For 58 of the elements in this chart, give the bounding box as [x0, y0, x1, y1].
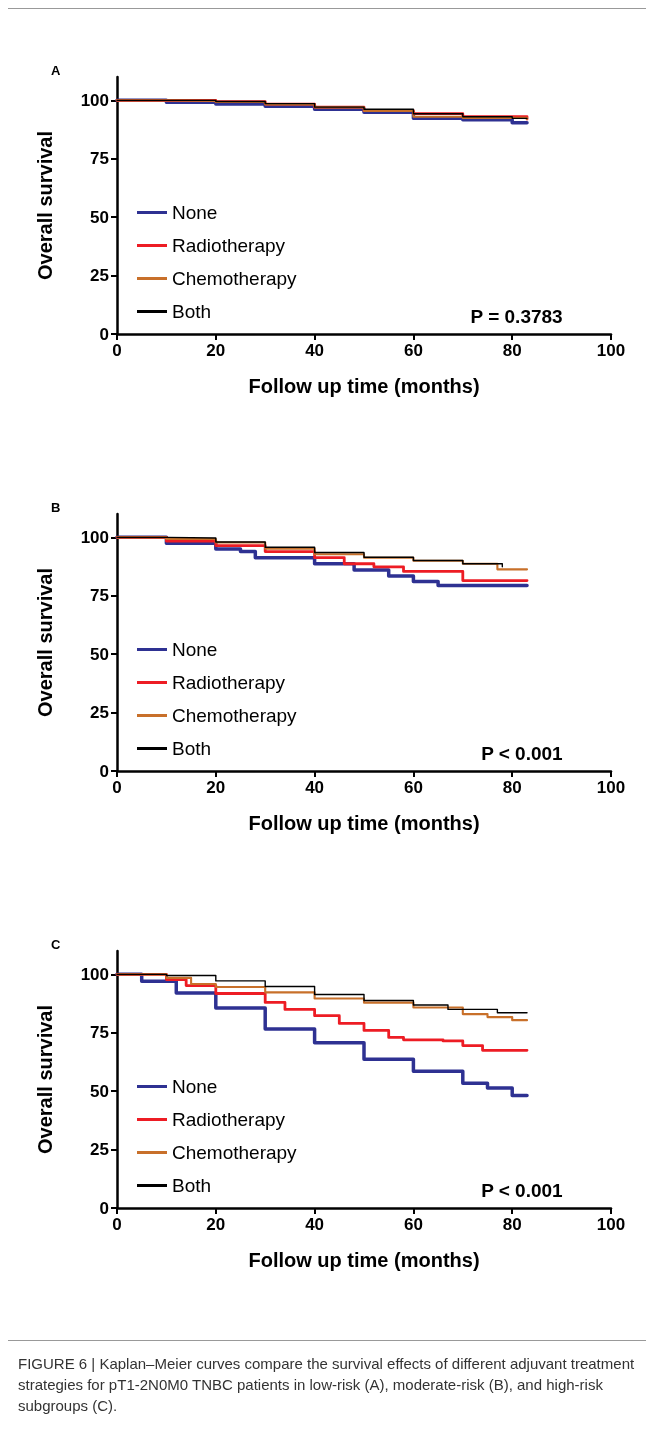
x-tick-label: 80: [502, 341, 522, 360]
chart-title: B: [51, 500, 61, 515]
legend-label: Radiotherapy: [172, 672, 286, 693]
x-tick-label: 100: [596, 341, 626, 360]
annotation: P = 0.3783: [470, 306, 563, 327]
x-tick-label: 20: [206, 1215, 226, 1234]
x-tick-label: 0: [112, 1215, 122, 1234]
x-tick-label: 20: [206, 341, 226, 360]
annotation: P < 0.001: [481, 1180, 564, 1201]
y-tick-label: 0: [99, 324, 109, 344]
x-tick-label: 0: [112, 778, 122, 797]
annotation: P < 0.001: [481, 743, 564, 764]
y-tick-label: 25: [90, 1140, 109, 1160]
chart-title: C: [51, 937, 61, 952]
legend-label: None: [172, 202, 218, 223]
legend-label: Chemotherapy: [172, 1142, 298, 1163]
x-tick-label: 0: [112, 341, 122, 360]
x-tick-label: 40: [305, 1215, 325, 1234]
legend-label: None: [172, 1076, 218, 1097]
x-tick-label: 100: [596, 778, 626, 797]
x-tick-label: 80: [502, 1215, 522, 1234]
x-tick-label: 20: [206, 778, 226, 797]
x-tick-label: 40: [305, 341, 325, 360]
y-tick-label: 25: [90, 703, 109, 723]
legend-label: Both: [172, 1175, 212, 1196]
x-axis-title: Follow up time (months): [248, 375, 480, 397]
y-tick-label: 0: [99, 761, 109, 781]
caption: FIGURE 6 | Kaplan–Meier curves compare the survival effects of different adjuvant treatment strategies for pT1-2N0M0 TNBC patients in low-risk (A), moderate-risk (B), and high-risk subgroups (C).: [8, 1340, 646, 1428]
y-tick-label: 100: [80, 964, 109, 984]
x-tick-label: 100: [596, 1215, 626, 1234]
legend-label: Radiotherapy: [172, 235, 286, 256]
y-tick-label: 75: [90, 149, 109, 169]
y-tick-label: 50: [90, 644, 109, 664]
y-tick-label: 25: [90, 266, 109, 286]
y-tick-label: 75: [90, 586, 109, 606]
legend-label: None: [172, 639, 218, 660]
x-tick-label: 60: [403, 1215, 423, 1234]
y-tick-label: 0: [99, 1198, 109, 1218]
x-tick-label: 80: [502, 778, 522, 797]
y-tick-label: 100: [80, 90, 109, 110]
legend-label: Chemotherapy: [172, 268, 298, 289]
x-tick-label: 60: [403, 778, 423, 797]
x-axis-title: Follow up time (months): [248, 812, 480, 834]
y-axis-title: Overall survival: [34, 1005, 56, 1154]
legend-label: Radiotherapy: [172, 1109, 286, 1130]
y-axis-title: Overall survival: [34, 131, 56, 280]
x-tick-label: 60: [403, 341, 423, 360]
y-tick-label: 75: [90, 1023, 109, 1043]
chart-title: A: [51, 63, 61, 78]
x-axis-title: Follow up time (months): [248, 1249, 480, 1271]
x-tick-label: 40: [305, 778, 325, 797]
y-axis-title: Overall survival: [34, 568, 56, 717]
y-tick-label: 100: [80, 527, 109, 547]
legend-label: Both: [172, 301, 212, 322]
y-tick-label: 50: [90, 207, 109, 227]
legend-label: Chemotherapy: [172, 705, 298, 726]
y-tick-label: 50: [90, 1081, 109, 1101]
legend-label: Both: [172, 738, 212, 759]
